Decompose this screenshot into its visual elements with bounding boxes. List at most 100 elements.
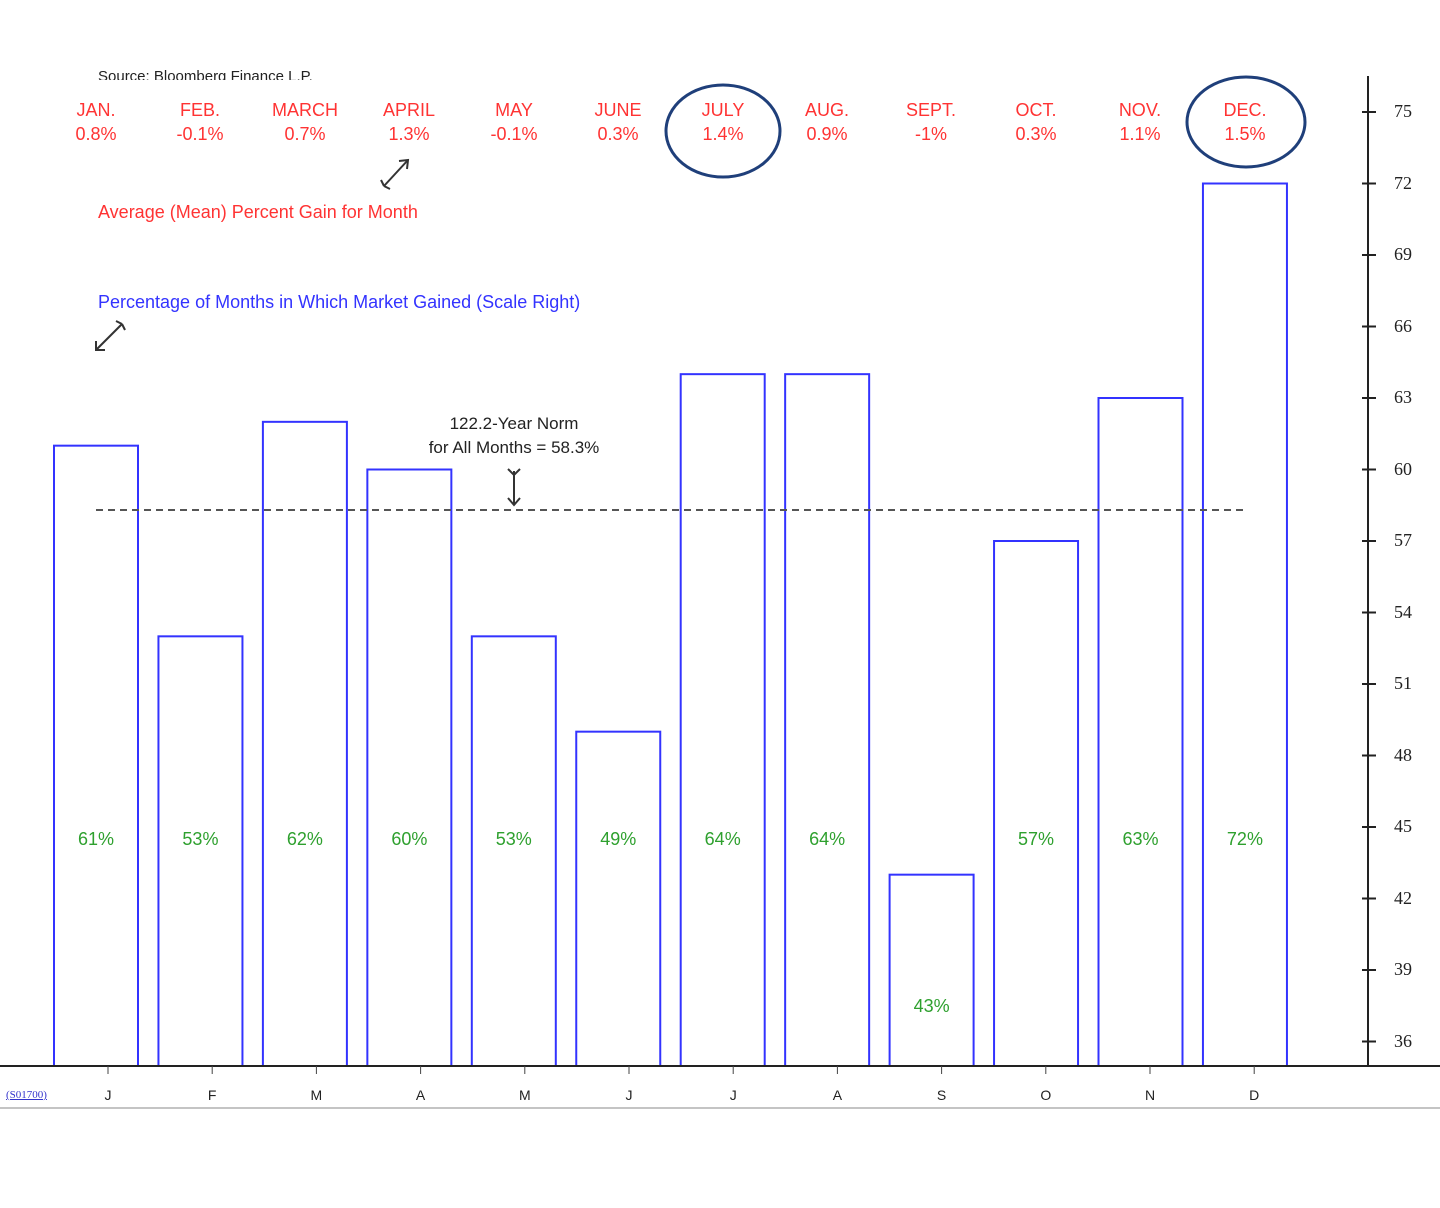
month-header-dec: DEC. 1.5%: [1193, 98, 1297, 146]
arrow-icon-pct-gained: [95, 320, 126, 351]
month-name: AUG.: [804, 100, 849, 120]
bar-value-label: 63%: [1122, 829, 1159, 849]
x-tick-label: O: [1040, 1087, 1052, 1103]
source-note-text: Source: Bloomberg Finance L.P.: [98, 68, 313, 80]
month-name: JULY: [701, 100, 745, 120]
y-tick-label: 45: [1394, 816, 1412, 836]
x-tick-label: F: [207, 1087, 217, 1103]
month-mean-gain: 0.8%: [75, 124, 117, 144]
month-name: MAY: [495, 100, 533, 120]
bar-value-label: 62%: [286, 829, 323, 849]
bar-value-label: 49%: [600, 829, 637, 849]
bar-value-label: 60%: [391, 829, 428, 849]
month-header-oct: OCT. 0.3%: [984, 98, 1088, 146]
x-tick-marks: [107, 1066, 1255, 1074]
month-name: APRIL: [382, 100, 436, 120]
legend-mean-gain: Average (Mean) Percent Gain for Month: [98, 202, 418, 222]
x-tick-label: J: [104, 1087, 112, 1103]
month-header-june: JUNE 0.3%: [566, 98, 670, 146]
y-tick-label: 48: [1394, 744, 1412, 765]
bar-11: [1097, 397, 1184, 1067]
y-tick-label: 57: [1394, 530, 1412, 550]
norm-annotation-line2: for All Months = 58.3%: [428, 438, 600, 457]
month-name: SEPT.: [905, 100, 957, 120]
bar-2: [157, 635, 244, 1067]
highlight-circle-july: [664, 83, 782, 179]
y-tick-label: 54: [1394, 601, 1412, 622]
bar-5: [470, 635, 557, 1067]
y-tick-label: 42: [1394, 887, 1412, 908]
y-tick-label: 75: [1394, 101, 1412, 121]
month-name: NOV.: [1118, 100, 1162, 120]
month-name: JUNE: [594, 100, 642, 120]
bar-value-label: 57%: [1018, 829, 1055, 849]
x-tick-label: M: [518, 1087, 531, 1103]
y-tick-marks: [1362, 111, 1376, 1043]
y-tick-label: 63: [1394, 387, 1412, 407]
x-tick-label: A: [832, 1087, 843, 1103]
x-tick-label: J: [729, 1087, 737, 1103]
norm-annotation-line1: 122.2-Year Norm: [449, 414, 579, 433]
bar-1: [53, 444, 139, 1067]
x-tick-label: S: [936, 1087, 947, 1103]
month-header-aug: AUG. 0.9%: [775, 98, 879, 146]
y-tick-label: 66: [1394, 315, 1412, 336]
bar-value-label: 64%: [809, 829, 846, 849]
month-header-feb: FEB. -0.1%: [148, 98, 252, 146]
month-header-march: MARCH 0.7%: [253, 98, 357, 146]
x-tick-label: D: [1249, 1087, 1260, 1103]
bar-value-label: 43%: [913, 996, 950, 1016]
bar-10: [993, 540, 1080, 1067]
y-tick-label: 60: [1394, 458, 1412, 479]
bar-6: [575, 730, 662, 1068]
bar-value-label: 64%: [704, 829, 741, 849]
month-mean-gain: 0.3%: [597, 124, 639, 144]
arrow-icon-norm: [507, 468, 521, 507]
bar-12: [1201, 182, 1288, 1067]
month-header-april: APRIL 1.3%: [357, 98, 461, 146]
bar-7: [679, 373, 766, 1067]
bars-layer: [53, 182, 1288, 1068]
y-tick-label: 39: [1394, 959, 1412, 979]
y-tick-label: 69: [1394, 244, 1412, 264]
source-note: Source: Bloomberg Finance L.P.: [98, 62, 358, 80]
month-mean-gain: -0.1%: [490, 124, 538, 144]
month-mean-gain: 0.9%: [806, 124, 848, 144]
month-name: JAN.: [76, 100, 116, 120]
month-header-nov: NOV. 1.1%: [1088, 98, 1192, 146]
bar-9: [888, 873, 975, 1068]
y-tick-label: 36: [1394, 1030, 1412, 1051]
month-name: MARCH: [272, 100, 338, 120]
month-name: OCT.: [1015, 100, 1057, 120]
x-tick-label: J: [625, 1087, 633, 1103]
month-mean-gain: 1.4%: [702, 124, 744, 144]
month-header-may: MAY -0.1%: [462, 98, 566, 146]
month-header-sept: SEPT. -1%: [879, 98, 983, 146]
month-mean-gain: 1.3%: [388, 124, 430, 144]
bar-4: [366, 468, 453, 1067]
month-name: DEC.: [1223, 100, 1267, 120]
x-tick-label: A: [415, 1087, 426, 1103]
month-header-jan: JAN. 0.8%: [44, 98, 148, 146]
arrow-icon-mean-gain: [380, 158, 410, 190]
x-tick-label: M: [310, 1087, 323, 1103]
highlight-circle-dec: [1185, 75, 1307, 169]
y-tick-label: 51: [1394, 673, 1412, 693]
legend-pct-months-gained: Percentage of Months in Which Market Gai…: [98, 292, 581, 312]
month-name: FEB.: [179, 100, 220, 120]
bar-value-label: 61%: [77, 829, 115, 849]
bar-8: [784, 373, 871, 1067]
month-mean-gain: 0.3%: [1015, 124, 1057, 144]
ticker-link[interactable]: (S01700): [6, 1089, 47, 1101]
month-mean-gain: 0.7%: [284, 124, 326, 144]
x-tick-label: N: [1144, 1087, 1156, 1103]
month-mean-gain: -0.1%: [176, 124, 224, 144]
month-mean-gain: 1.5%: [1224, 124, 1266, 144]
month-header-july: JULY 1.4%: [671, 98, 775, 146]
norm-annotation: 122.2-Year Norm for All Months = 58.3%: [388, 412, 640, 460]
y-tick-label: 72: [1394, 172, 1412, 193]
bar-3: [261, 420, 348, 1068]
bar-value-label: 53%: [182, 829, 219, 849]
